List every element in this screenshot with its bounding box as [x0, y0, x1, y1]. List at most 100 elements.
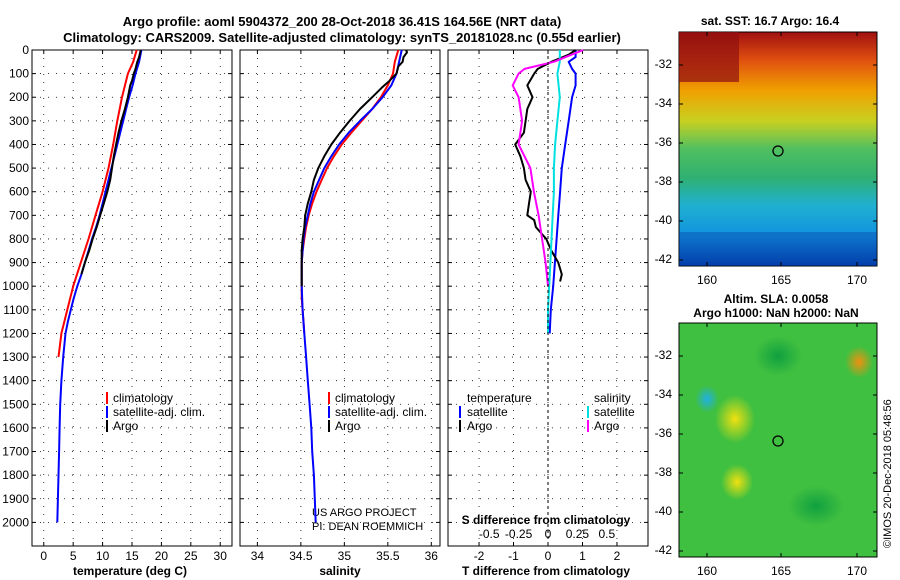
series-line-s-satellite: [547, 50, 561, 334]
sla-high-anomaly: [721, 464, 753, 500]
sla-ytick: -42: [655, 543, 673, 557]
x-tick-label: 30: [214, 549, 228, 563]
x-tick-label: 5: [70, 549, 77, 563]
y-tick-label: 1400: [2, 374, 29, 388]
sla-xtick-160: 160: [697, 564, 717, 578]
legend-label-t-satellite: satellite: [467, 405, 508, 419]
sst-xtick-170: 170: [847, 273, 867, 287]
legend-label-argo: Argo: [113, 419, 139, 433]
legend-label-satellite: satellite-adj. clim.: [113, 405, 205, 419]
x-tick-label: 20: [155, 549, 169, 563]
s-difference-xlabel: S difference from climatology: [462, 513, 631, 527]
sla-map: Altim. SLA: 0.0058 Argo h1000: NaN h2000…: [655, 292, 878, 578]
sst-xtick-165: 165: [771, 273, 791, 287]
s-tick-label: -0.5: [479, 527, 500, 541]
series-line-argo: [80, 49, 142, 275]
sla-low-anomaly: [695, 385, 719, 413]
x-tick-label: 36: [425, 549, 439, 563]
series-line-argo: [300, 49, 408, 287]
sla-ytick: -36: [655, 426, 673, 440]
sst-ytick: -36: [655, 135, 673, 149]
legend-heading-salinity: salinity: [594, 391, 631, 405]
x-tick-label: -1: [508, 549, 519, 563]
temperature-xlabel: temperature (deg C): [73, 564, 187, 578]
sla-high-anomaly: [845, 346, 873, 378]
sla-ytick: -34: [655, 387, 673, 401]
salinity-legend: climatology satellite-adj. clim. Argo US…: [312, 391, 427, 533]
x-tick-label: 15: [125, 549, 139, 563]
s-tick-label: 0: [545, 527, 552, 541]
project-annotation: US ARGO PROJECT: [312, 507, 417, 519]
series-line-climatology: [57, 49, 138, 358]
y-tick-label: 1500: [2, 397, 29, 411]
sst-cold-patch: [679, 232, 877, 266]
imos-watermark: ©IMOS 20-Dec-2018 05:48:56: [882, 399, 894, 548]
argo-position-marker: [772, 145, 784, 157]
y-tick-label: 700: [9, 208, 29, 222]
sst-map: sat. SST: 16.7 Argo: 16.4 160 165 170 -3…: [655, 14, 878, 287]
pi-annotation: PI: DEAN ROEMMICH: [312, 521, 423, 533]
argo-position-marker: [772, 435, 784, 447]
x-tick-label: 2: [614, 549, 621, 563]
sst-xtick-160: 160: [697, 273, 717, 287]
y-tick-label: 1200: [2, 326, 29, 340]
y-tick-label: 900: [9, 256, 29, 270]
y-tick-label: 1700: [2, 445, 29, 459]
sst-ytick: -42: [655, 252, 673, 266]
y-tick-label: 1000: [2, 279, 29, 293]
y-tick-label: 0: [22, 43, 29, 57]
sla-ytick: -32: [655, 348, 673, 362]
legend-label-climatology: climatology: [113, 391, 173, 405]
sla-low-anomaly: [788, 486, 844, 526]
sla-map-title-1: Altim. SLA: 0.0058: [724, 292, 829, 306]
s-tick-label: 0.5: [598, 527, 615, 541]
title-line-2: Climatology: CARS2009. Satellite-adjuste…: [63, 30, 621, 45]
s-tick-label: 0.25: [566, 527, 590, 541]
series-line-t-satellite: [548, 50, 577, 334]
y-tick-label: 400: [9, 137, 29, 151]
sla-ytick: -40: [655, 504, 673, 518]
sla-xtick-165: 165: [771, 564, 791, 578]
y-tick-label: 800: [9, 232, 29, 246]
legend-label-argo: Argo: [335, 419, 361, 433]
x-tick-label: 10: [96, 549, 110, 563]
y-tick-label: 200: [9, 90, 29, 104]
x-tick-label: 34: [251, 549, 265, 563]
y-tick-label: 500: [9, 161, 29, 175]
sla-high-anomaly: [715, 395, 755, 443]
y-tick-label: 1800: [2, 468, 29, 482]
title-line-1: Argo profile: aoml 5904372_200 28-Oct-20…: [123, 14, 562, 29]
legend-label-climatology: climatology: [335, 391, 395, 405]
sst-ytick: -34: [655, 96, 673, 110]
x-tick-label: 35.5: [376, 549, 400, 563]
series-line-t-argo: [514, 49, 577, 282]
sst-ytick: -38: [655, 174, 673, 188]
y-tick-label: 1300: [2, 350, 29, 364]
x-tick-label: -2: [474, 549, 485, 563]
x-tick-label: 34.5: [289, 549, 313, 563]
sla-ytick: -38: [655, 465, 673, 479]
x-tick-label: 0: [40, 549, 47, 563]
y-tick-label: 2000: [2, 515, 29, 529]
legend-label-t-argo: Argo: [467, 419, 493, 433]
salinity-xlabel: salinity: [319, 564, 361, 578]
sst-warm-patch: [679, 32, 739, 82]
legend-label-s-satellite: satellite: [594, 405, 635, 419]
sla-map-title-2: Argo h1000: NaN h2000: NaN: [693, 306, 858, 320]
y-tick-label: 1100: [3, 303, 29, 317]
s-tick-label: -0.25: [505, 527, 533, 541]
x-tick-label: 1: [579, 549, 586, 563]
y-tick-label: 1900: [2, 492, 29, 506]
temperature-legend: climatology satellite-adj. clim. Argo: [106, 391, 205, 433]
legend-label-s-argo: Argo: [594, 419, 620, 433]
x-tick-label: 25: [184, 549, 198, 563]
t-difference-xlabel: T difference from climatology: [462, 564, 630, 578]
sst-map-title: sat. SST: 16.7 Argo: 16.4: [701, 14, 840, 28]
sst-ytick: -32: [655, 57, 673, 71]
y-tick-label: 1600: [2, 421, 29, 435]
series-line-satellite-adj-clim-: [300, 49, 403, 523]
legend-label-satellite: satellite-adj. clim.: [335, 405, 427, 419]
y-tick-label: 300: [9, 114, 29, 128]
x-tick-label: 0: [545, 549, 552, 563]
